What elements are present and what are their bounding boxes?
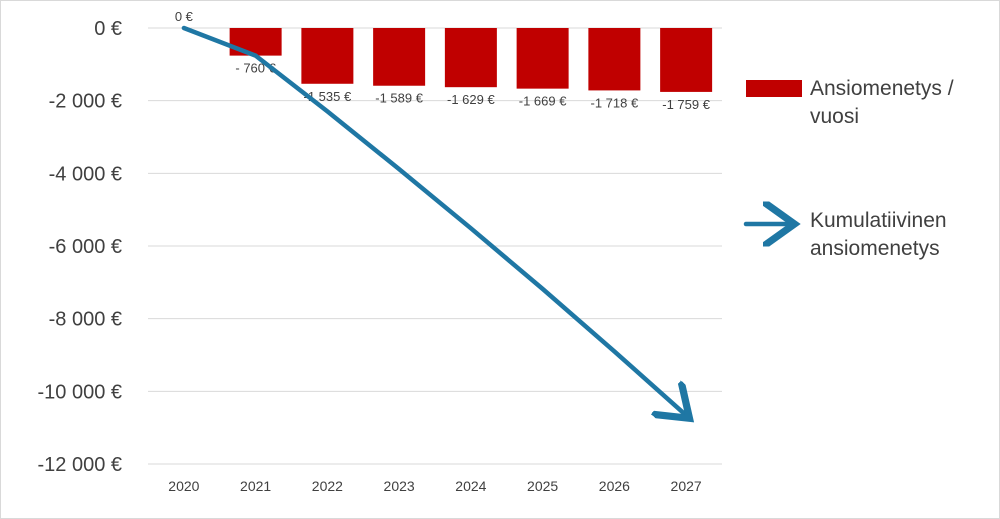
x-axis: 2020 2021 2022 2023 2024 2025 2026 2027 <box>168 478 702 494</box>
legend-label-line: Ansiomenetys / <box>810 77 954 100</box>
legend-label-line: Kumulatiivinen <box>810 209 947 232</box>
x-tick-label: 2022 <box>312 478 343 494</box>
bar <box>229 28 282 56</box>
gridlines <box>148 27 722 465</box>
bar-data-label: -1 629 € <box>447 92 495 107</box>
legend: Ansiomenetys / vuosi Kumulatiivinen ansiome… <box>743 77 954 260</box>
bar <box>373 28 426 86</box>
legend-label-line: ansiomenetys <box>810 237 940 260</box>
bar-data-label: 0 € <box>175 9 194 24</box>
bar-data-label: -1 759 € <box>662 97 710 112</box>
bar-data-label: -1 669 € <box>519 94 567 109</box>
y-tick-label: -12 000 € <box>37 454 122 476</box>
x-tick-label: 2027 <box>671 478 702 494</box>
legend-label-bar: Ansiomenetys / vuosi <box>810 77 954 128</box>
y-tick-label: -4 000 € <box>49 163 122 185</box>
x-tick-label: 2024 <box>455 478 486 494</box>
bar-data-label: -1 718 € <box>591 95 639 110</box>
y-tick-label: 0 € <box>94 18 122 40</box>
y-tick-label: -6 000 € <box>49 236 122 258</box>
x-tick-label: 2021 <box>240 478 271 494</box>
bar <box>660 28 713 92</box>
legend-label-line: vuosi <box>810 105 859 128</box>
bar <box>588 28 641 91</box>
bar-data-label: -1 589 € <box>375 91 423 106</box>
y-tick-label: -8 000 € <box>49 309 122 331</box>
x-tick-label: 2026 <box>599 478 630 494</box>
y-tick-label: -10 000 € <box>37 381 122 403</box>
cumulative-line <box>181 25 686 415</box>
bar-series <box>229 28 713 92</box>
bar <box>444 28 497 88</box>
y-tick-label: -2 000 € <box>49 91 122 113</box>
y-axis: 0 € -2 000 € -4 000 € -6 000 € -8 000 € -10 0… <box>37 18 122 476</box>
x-tick-label: 2020 <box>168 478 199 494</box>
x-tick-label: 2023 <box>384 478 415 494</box>
x-tick-label: 2025 <box>527 478 558 494</box>
line-series <box>181 25 686 415</box>
bar <box>301 28 354 84</box>
bar <box>516 28 569 89</box>
legend-label-line: Kumulatiivinen ansiomenetys <box>810 209 947 260</box>
legend-swatch-bar <box>746 80 802 97</box>
